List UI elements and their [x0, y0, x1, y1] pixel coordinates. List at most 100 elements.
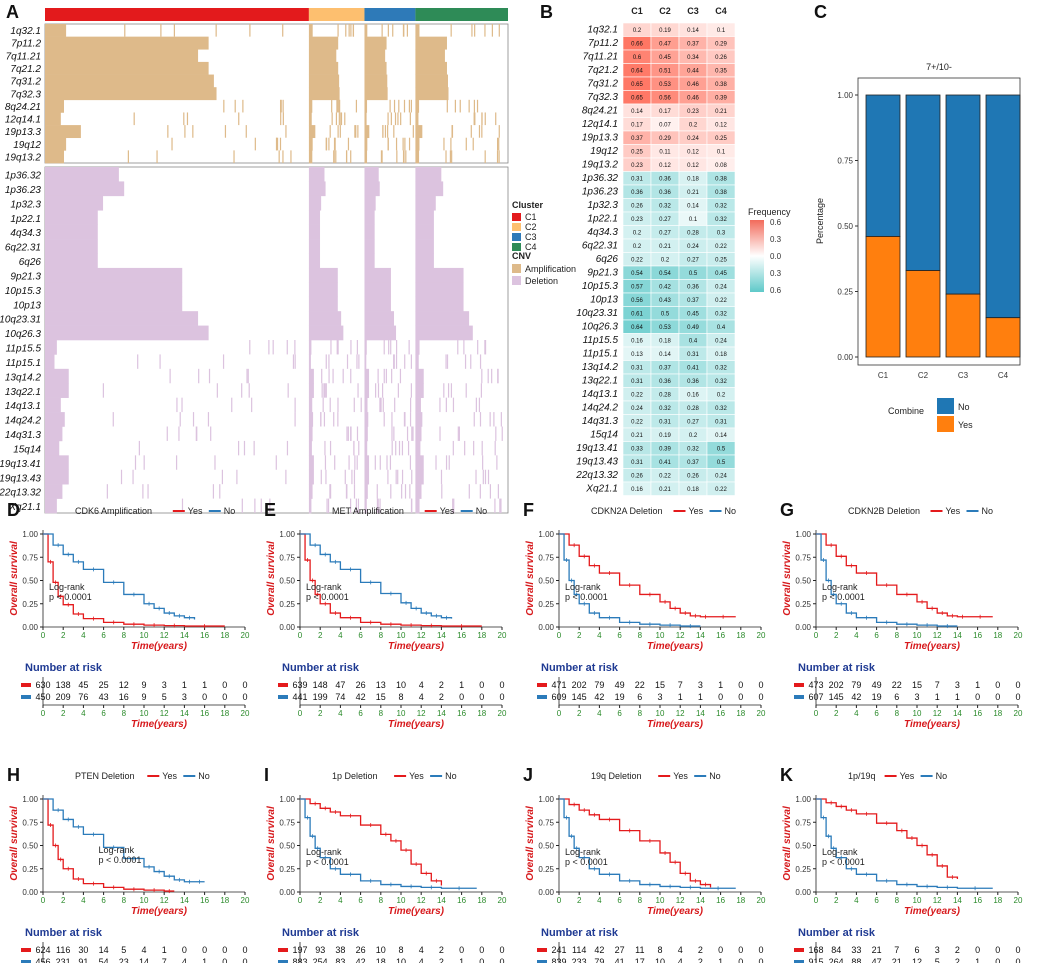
amp-cell	[471, 24, 473, 37]
freq-cell-value: 0.31	[659, 419, 671, 425]
amp-cell	[308, 112, 312, 126]
del-cell	[473, 440, 475, 456]
km-legend-no: No	[936, 771, 948, 781]
km-x-tick-label: 14	[180, 896, 189, 905]
freq-cell-value: 0.57	[631, 284, 643, 290]
del-cell	[159, 354, 161, 369]
km-risk-no-count: 0	[758, 957, 763, 963]
km-risk-x-tick-label: 16	[200, 709, 209, 718]
amp-cell	[325, 137, 327, 151]
bar-y-label: Percentage	[815, 198, 825, 244]
km-risk-no-count: 2	[439, 692, 444, 702]
amp-row-label: 12q14.1	[5, 115, 41, 126]
km-risk-yes-count: 1	[162, 945, 167, 955]
del-cell	[45, 210, 98, 225]
del-cell	[323, 412, 326, 427]
km-risk-no-count: 0	[479, 957, 484, 963]
del-cell	[489, 484, 492, 499]
del-cell	[450, 383, 453, 398]
del-cell	[147, 484, 149, 499]
km-y-tick-label: 0.75	[795, 553, 811, 562]
del-cell	[395, 440, 397, 456]
amp-cell	[308, 49, 337, 63]
freq-row-label: 7q21.2	[587, 65, 618, 76]
del-cell	[376, 484, 378, 499]
km-x-tick-label: 0	[814, 631, 819, 640]
del-cell	[386, 455, 388, 470]
del-cell	[364, 325, 397, 341]
freq-row-label: 13q14.2	[582, 362, 619, 373]
km-x-tick-label: 20	[498, 631, 507, 640]
amp-cell	[498, 137, 500, 151]
amp-cell	[476, 99, 479, 113]
km-y-tick-label: 0.25	[795, 600, 811, 609]
del-cell	[494, 440, 496, 456]
km-legend-no: No	[445, 771, 457, 781]
amp-row-label: 8q24.21	[5, 102, 41, 113]
km-x-tick-label: 16	[716, 631, 725, 640]
km-legend-no: No	[725, 506, 737, 516]
km-y-tick-label: 0.75	[22, 818, 38, 827]
del-cell	[410, 354, 412, 369]
amp-cell	[224, 125, 227, 138]
km-risk-x-tick-label: 4	[854, 709, 859, 718]
del-cell	[473, 412, 475, 427]
del-cell	[364, 239, 375, 254]
amp-cell	[415, 87, 449, 101]
km-risk-yes-count: 84	[831, 945, 841, 955]
km-risk-no-count: 0	[738, 692, 743, 702]
del-cell	[350, 340, 352, 355]
amp-cell	[497, 137, 499, 151]
km-x-tick-label: 18	[220, 631, 229, 640]
cluster-bar-3	[364, 8, 416, 21]
del-cell	[484, 340, 486, 355]
km-risk-yes-count: 13	[376, 680, 386, 690]
km-risk-no-count: 1	[718, 957, 723, 963]
bar-category-label: C2	[918, 371, 929, 380]
km-x-tick-label: 10	[656, 896, 665, 905]
del-cell	[463, 340, 465, 355]
bar-category-label: C1	[878, 371, 889, 380]
amp-cell	[45, 125, 81, 139]
freq-cell-value: 0.2	[717, 392, 726, 398]
km-legend-yes: Yes	[409, 771, 424, 781]
km-risk-yes-count: 7	[894, 945, 899, 955]
amp-row-label: 1q32.1	[10, 26, 41, 37]
freq-cell-value: 0.32	[715, 311, 727, 317]
km-y-tick-label: 0.50	[279, 842, 295, 851]
km-x-tick-label: 12	[676, 631, 685, 640]
amp-cell	[498, 150, 500, 163]
del-cell	[254, 498, 256, 513]
freq-cell-value: 0.38	[715, 176, 727, 182]
km-risk-yes-count: 0	[222, 945, 227, 955]
amp-cell	[280, 99, 282, 113]
amp-cell	[345, 150, 348, 163]
del-cell	[308, 455, 314, 471]
km-risk-no-count: 4	[419, 692, 424, 702]
km-logrank: Log-rank	[565, 847, 601, 857]
panel-label-a: A	[6, 2, 19, 22]
km-risk-yes-count: 7	[678, 680, 683, 690]
km-x-tick-label: 4	[597, 896, 602, 905]
del-cell	[470, 354, 472, 369]
freq-row-label: 7q11.21	[583, 52, 618, 63]
km-y-tick-label: 1.00	[538, 530, 554, 539]
cluster-bar-1	[45, 8, 309, 21]
del-cell	[364, 383, 370, 398]
amp-cell	[285, 125, 287, 138]
km-risk-yes-count: 0	[738, 945, 743, 955]
km-x-tick-label: 2	[577, 896, 582, 905]
del-cell	[495, 426, 497, 441]
km-curve-no	[816, 798, 993, 889]
km-risk-no-count: 1	[459, 957, 464, 963]
km-x-tick-label: 6	[874, 631, 879, 640]
km-risk-yes-count: 15	[655, 680, 665, 690]
amp-cell	[450, 24, 452, 37]
del-cell	[308, 195, 322, 211]
km-risk-x-label: Time(years)	[131, 719, 188, 730]
del-cell	[353, 469, 356, 485]
del-cell	[491, 368, 493, 384]
km-risk-title: Number at risk	[541, 927, 619, 939]
km-risk-x-tick-label: 6	[101, 709, 106, 718]
del-cell	[415, 195, 436, 211]
